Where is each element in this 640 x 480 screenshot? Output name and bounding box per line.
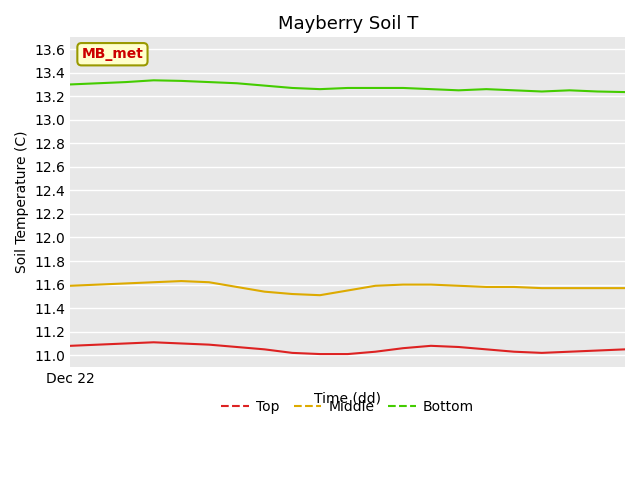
Bottom (177, 78, 185, 84)
Y-axis label: Soil Temperature (C): Soil Temperature (C) (15, 131, 29, 274)
Line: Middle: Middle (70, 281, 625, 295)
Middle (316, 292, 324, 298)
Middle (205, 279, 213, 285)
Text: MB_met: MB_met (81, 47, 143, 61)
Bottom (233, 80, 241, 86)
Middle (483, 284, 490, 290)
Bottom (483, 86, 490, 92)
Bottom (399, 85, 407, 91)
Top (67, 343, 74, 348)
Middle (566, 285, 573, 291)
Top (94, 342, 102, 348)
Bottom (122, 79, 130, 85)
Bottom (260, 83, 268, 88)
Line: Top: Top (70, 342, 625, 354)
Middle (455, 283, 463, 288)
Bottom (205, 79, 213, 85)
Top (289, 350, 296, 356)
Middle (344, 288, 351, 293)
Top (621, 347, 629, 352)
Top (483, 347, 490, 352)
Top (566, 349, 573, 355)
Top (372, 349, 380, 355)
Bottom (427, 86, 435, 92)
Bottom (593, 89, 601, 95)
Middle (150, 279, 157, 285)
Middle (399, 282, 407, 288)
Top (205, 342, 213, 348)
Bottom (455, 87, 463, 93)
Legend: Top, Middle, Bottom: Top, Middle, Bottom (216, 394, 479, 420)
Bottom (316, 86, 324, 92)
Top (427, 343, 435, 348)
Middle (94, 282, 102, 288)
Top (316, 351, 324, 357)
Middle (233, 284, 241, 290)
Top (399, 345, 407, 351)
Top (122, 341, 130, 347)
Bottom (67, 82, 74, 87)
Middle (177, 278, 185, 284)
Bottom (289, 85, 296, 91)
Middle (289, 291, 296, 297)
Middle (427, 282, 435, 288)
Line: Bottom: Bottom (70, 80, 625, 92)
Top (150, 339, 157, 345)
Title: Mayberry Soil T: Mayberry Soil T (278, 15, 418, 33)
Middle (122, 280, 130, 286)
Top (538, 350, 546, 356)
Middle (538, 285, 546, 291)
Top (177, 341, 185, 347)
Top (233, 344, 241, 350)
Top (344, 351, 351, 357)
Bottom (510, 87, 518, 93)
Bottom (344, 85, 351, 91)
Bottom (538, 89, 546, 95)
Top (593, 348, 601, 353)
Middle (621, 285, 629, 291)
Top (260, 347, 268, 352)
Top (510, 349, 518, 355)
Bottom (94, 80, 102, 86)
Middle (510, 284, 518, 290)
Bottom (566, 87, 573, 93)
Bottom (621, 89, 629, 95)
Middle (372, 283, 380, 288)
Middle (260, 289, 268, 295)
Bottom (150, 77, 157, 83)
X-axis label: Time (dd): Time (dd) (314, 391, 381, 406)
Middle (67, 283, 74, 288)
Middle (593, 285, 601, 291)
Bottom (372, 85, 380, 91)
Top (455, 344, 463, 350)
